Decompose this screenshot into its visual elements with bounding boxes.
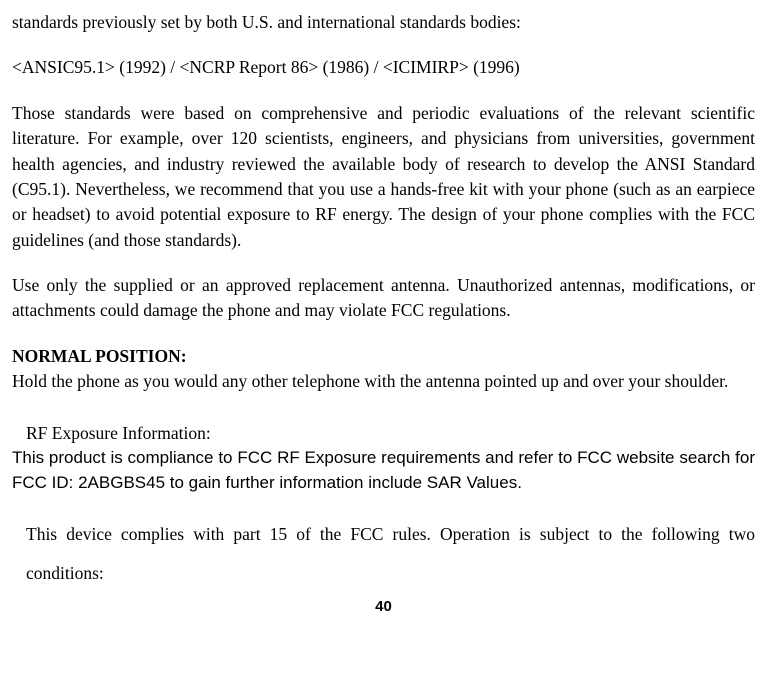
paragraph-rf-exposure: This product is compliance to FCC RF Exp… (12, 446, 755, 495)
page-number: 40 (12, 596, 755, 618)
heading-normal-position: NORMAL POSITION: (12, 344, 755, 369)
heading-label: NORMAL POSITION: (12, 346, 187, 366)
paragraph-standards-desc: Those standards were based on comprehens… (12, 101, 755, 253)
heading-rf-exposure: RF Exposure Information: (12, 421, 755, 446)
paragraph-normal-position: Hold the phone as you would any other te… (12, 369, 755, 394)
paragraph-fcc-part15: This device complies with part 15 of the… (12, 515, 755, 592)
paragraph-intro: standards previously set by both U.S. an… (12, 10, 755, 35)
paragraph-standards-list: <ANSIC95.1> (1992) / <NCRP Report 86> (1… (12, 55, 755, 80)
paragraph-antenna-warning: Use only the supplied or an approved rep… (12, 273, 755, 324)
